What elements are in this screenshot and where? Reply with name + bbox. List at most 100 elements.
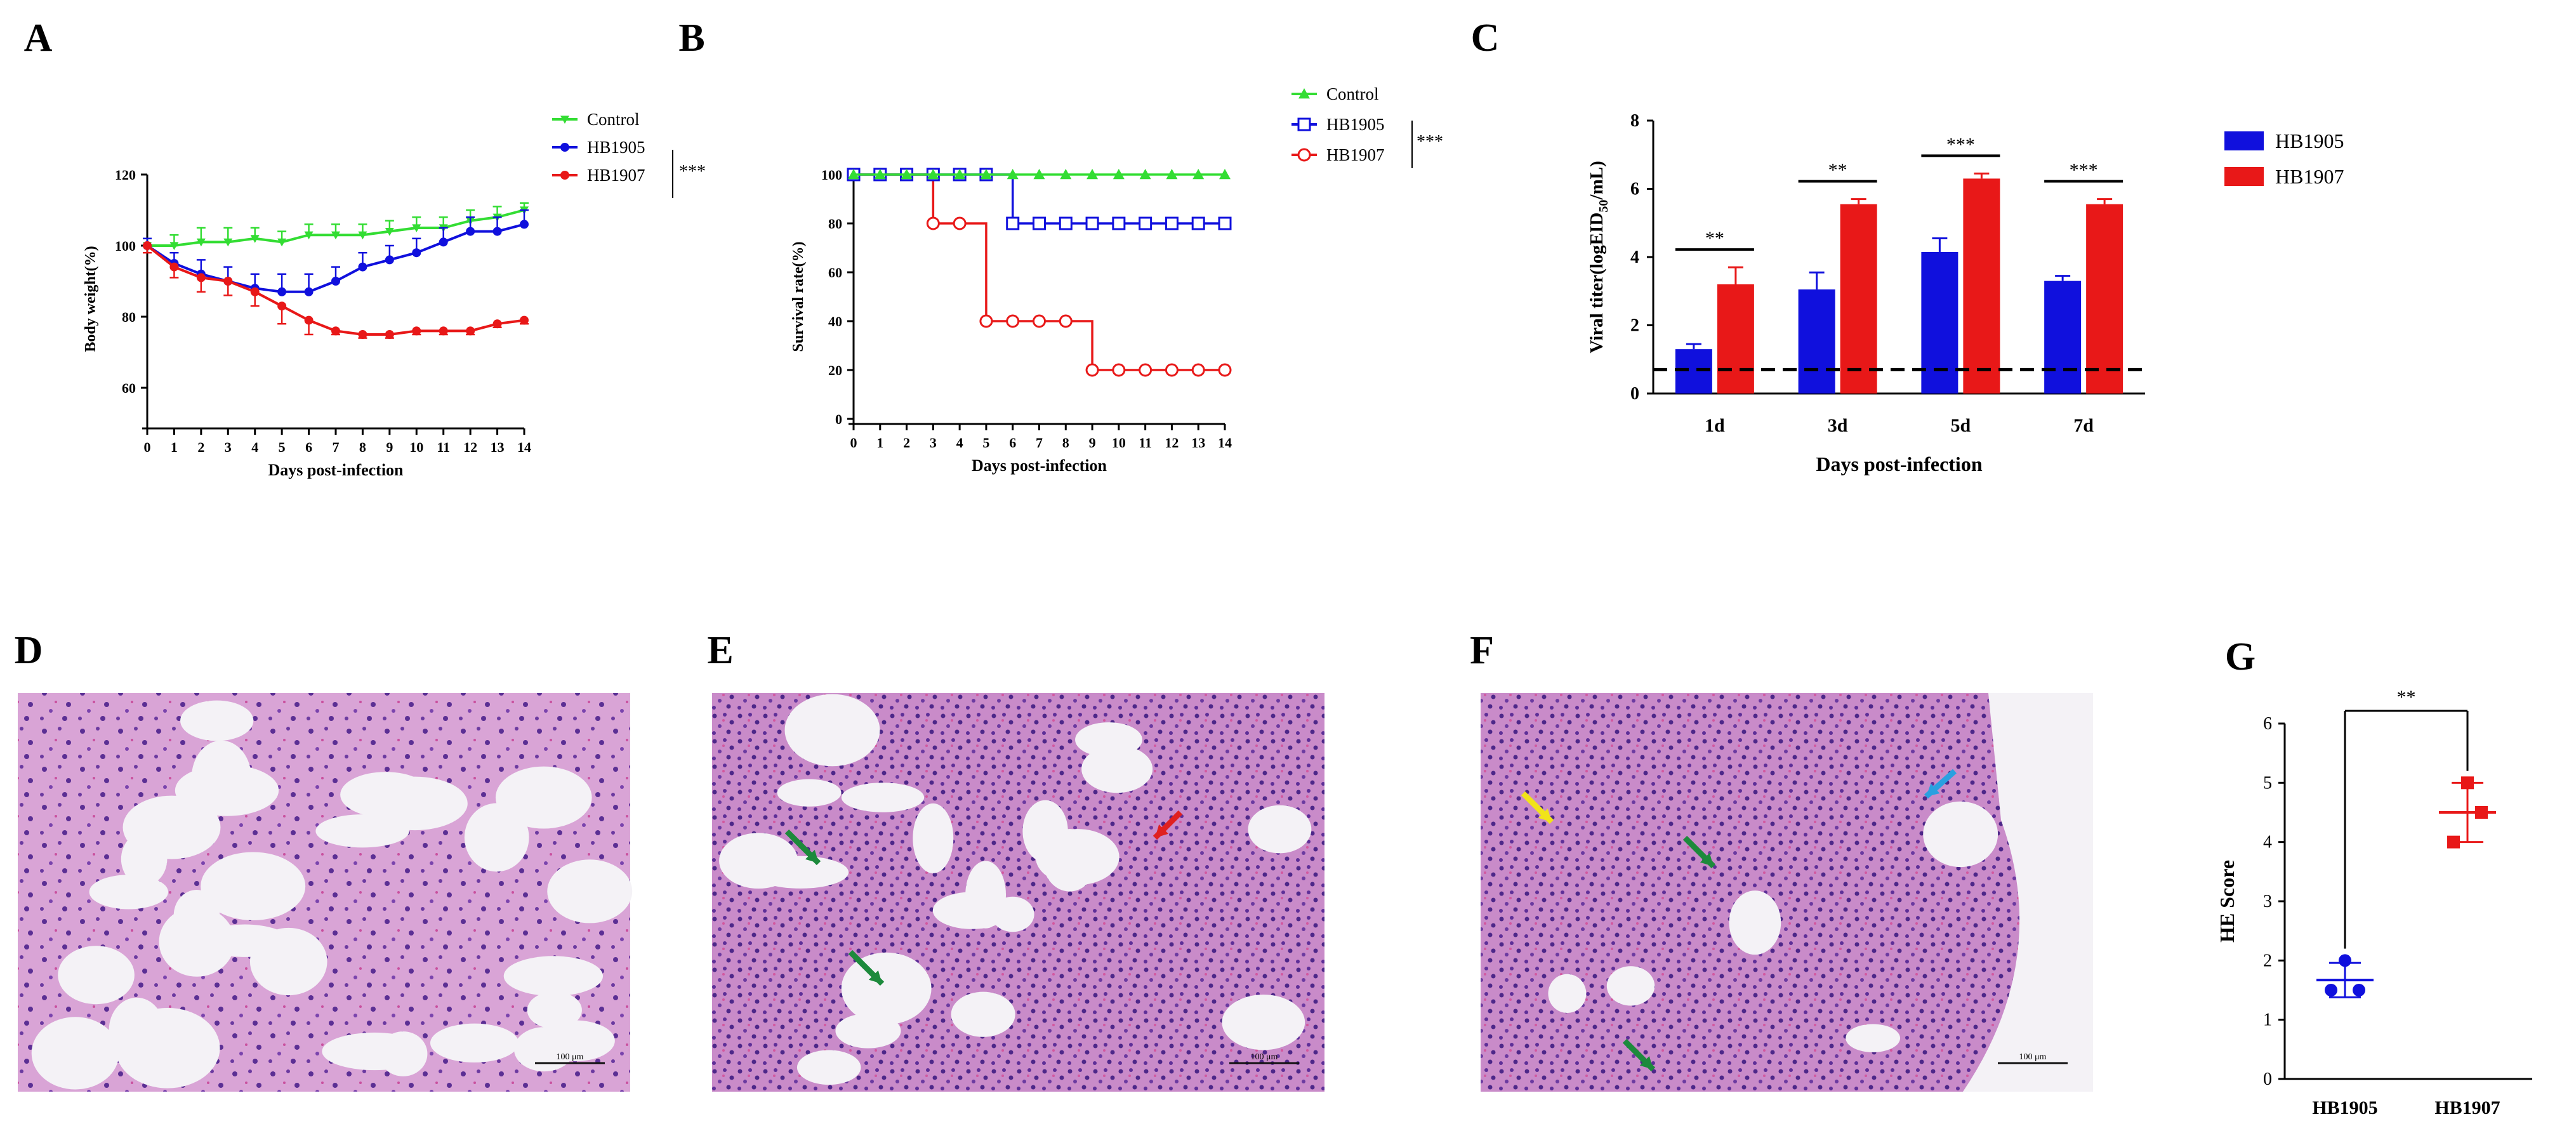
x-tick-label: 6 <box>1009 435 1016 451</box>
data-point <box>169 262 179 272</box>
data-point <box>1033 314 1046 328</box>
data-point <box>1059 216 1073 230</box>
y-tick-label: 80 <box>828 216 842 232</box>
x-axis-label: Days post-infection <box>972 456 1107 475</box>
x-tick-label: 1 <box>171 439 178 455</box>
alveolar-space <box>841 783 925 812</box>
alveolar-space <box>495 766 592 829</box>
data-point <box>1165 363 1179 377</box>
alveolar-space <box>1548 974 1587 1013</box>
arrow-head <box>1155 824 1169 838</box>
bar-HB1905 <box>1798 289 1835 394</box>
x-tick-label: 7d <box>2073 415 2094 436</box>
data-point <box>1139 363 1153 377</box>
alveolar-space <box>315 814 409 848</box>
significance-marker: *** <box>679 162 706 182</box>
y-tick-label: 6 <box>1630 180 1639 199</box>
data-point <box>250 235 260 243</box>
x-tick-label: 2 <box>903 435 910 451</box>
x-tick-label: 0 <box>850 435 857 451</box>
legend-label: HB1907 <box>2275 165 2344 188</box>
scale-bar-label: 100 μm <box>557 1052 584 1062</box>
x-tick-label: 7 <box>333 439 340 455</box>
data-point <box>492 227 502 236</box>
data-point <box>979 314 993 328</box>
data-point <box>412 224 421 232</box>
bar-HB1907 <box>1963 178 2000 394</box>
series-HB1907 <box>847 168 1232 377</box>
legend-marker <box>560 171 569 180</box>
background-area <box>1963 693 2093 1092</box>
alveolar-space <box>201 852 306 921</box>
data-point <box>2461 776 2474 790</box>
legend-label: HB1907 <box>1326 145 1385 164</box>
x-tick-label: 8 <box>1062 435 1069 451</box>
data-point <box>1007 169 1019 180</box>
data-point <box>2325 984 2337 996</box>
data-point <box>1112 216 1126 230</box>
alveolar-space <box>1222 995 1305 1050</box>
data-point <box>385 330 394 339</box>
x-tick-label: 6 <box>305 439 312 455</box>
bar-HB1905 <box>1675 349 1712 394</box>
data-point <box>1218 363 1232 377</box>
legend-marker <box>560 143 569 152</box>
micrograph-f: 100 μm <box>1481 693 2093 1092</box>
panel-letter-d: D <box>15 629 43 672</box>
alveolar-space <box>841 952 932 1025</box>
tissue-image <box>1481 693 2093 1092</box>
data-point <box>2339 954 2351 967</box>
panel-letter-e: E <box>707 629 733 672</box>
x-tick-label: 13 <box>1191 435 1205 451</box>
series-line <box>854 173 1225 371</box>
y-tick-label: 60 <box>828 265 842 281</box>
alveolar-space <box>180 700 254 741</box>
x-tick-label: 1d <box>1705 415 1725 436</box>
data-point <box>358 231 367 240</box>
x-tick-label: 3d <box>1828 415 1848 436</box>
alveolar-space <box>379 1031 428 1076</box>
data-point <box>1139 169 1151 180</box>
y-axis-label: Body weight(%) <box>83 246 99 352</box>
bar-HB1905 <box>1921 251 1958 394</box>
y-tick-label: 6 <box>2263 714 2272 734</box>
x-tick-label: 3 <box>930 435 937 451</box>
alveolar-space <box>719 833 798 889</box>
data-point <box>953 216 967 230</box>
x-tick-label: 5 <box>982 435 989 451</box>
data-point <box>980 169 992 180</box>
alveolar-space <box>115 1008 220 1088</box>
panel-c-chart: 0 2 4 6 8 1d ** 3d ** 5d *** 7d *** Days post-infecti… <box>1587 111 2344 475</box>
x-tick-label: 2 <box>197 439 204 455</box>
x-tick-label: 4 <box>956 435 963 451</box>
data-point <box>1218 216 1232 230</box>
panel-g-chart: 0 1 2 3 4 5 6 HB1905 HB1907 ** HE Score <box>2216 687 2532 1118</box>
panel-a: A <box>24 17 53 60</box>
y-tick-label: 20 <box>828 362 842 378</box>
x-axis-label: Days post-infection <box>268 461 404 479</box>
x-tick-label: 7 <box>1036 435 1043 451</box>
data-point <box>304 231 314 240</box>
data-point <box>169 242 179 250</box>
x-tick-label: HB1905 <box>2312 1097 2377 1118</box>
x-tick-label: 13 <box>491 439 505 455</box>
data-point <box>466 326 475 336</box>
alveolar-space <box>1846 1024 1901 1052</box>
data-point <box>1006 314 1020 328</box>
data-point <box>331 326 340 336</box>
x-tick-label: 0 <box>144 439 151 455</box>
alveolar-space <box>547 859 633 923</box>
data-point <box>1033 169 1045 180</box>
legend-marker <box>1297 148 1311 162</box>
x-tick-label: HB1907 <box>2434 1097 2500 1118</box>
x-tick-label: 14 <box>517 439 531 455</box>
y-tick-label: 5 <box>2263 773 2272 793</box>
x-tick-label: 12 <box>463 439 477 455</box>
y-tick-label: 2 <box>2263 951 2272 970</box>
alveolar-space <box>58 946 135 1005</box>
arrow-blue <box>1924 769 1957 799</box>
arrow-head <box>1538 808 1552 822</box>
data-point <box>1085 363 1099 377</box>
panel-b: B <box>678 17 704 60</box>
alveolar-space <box>1729 890 1781 955</box>
